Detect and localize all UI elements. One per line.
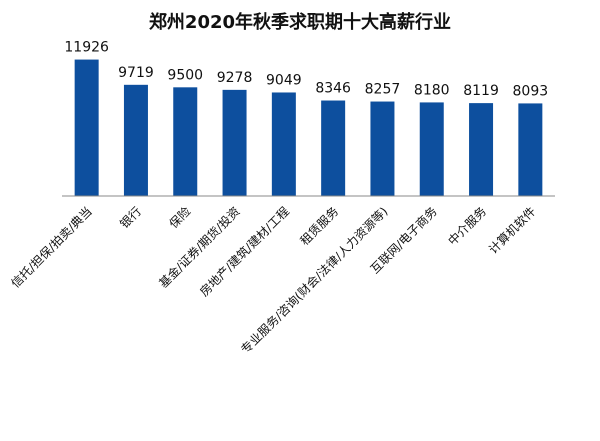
value-label-8: 8119 (463, 83, 499, 99)
bar-2 (173, 87, 198, 196)
value-label-9: 8093 (513, 83, 549, 99)
value-label-3: 9278 (217, 70, 253, 86)
bar-7 (419, 102, 444, 196)
bar-6 (370, 101, 395, 196)
value-label-7: 8180 (414, 82, 450, 98)
category-label-1: 银行 (117, 204, 144, 231)
bar-8 (469, 103, 494, 196)
value-label-6: 8257 (365, 82, 401, 98)
category-label-9: 计算机软件 (485, 204, 538, 257)
bar-9 (518, 103, 543, 196)
bar-3 (222, 89, 247, 196)
category-label-8: 中介服务 (445, 204, 490, 249)
bar-0 (74, 59, 99, 196)
bar-4 (271, 92, 296, 196)
bar-1 (123, 84, 148, 196)
value-label-5: 8346 (315, 81, 351, 97)
value-labels-layer: 11926 9719 9500 9278 9049 8346 8257 8180 8119 809… (64, 40, 548, 100)
value-label-1: 9719 (118, 65, 154, 81)
category-label-2: 保险 (166, 204, 194, 232)
category-label-5: 租赁服务 (297, 204, 342, 249)
value-label-4: 9049 (266, 72, 302, 88)
value-label-2: 9500 (167, 67, 203, 83)
value-label-0: 11926 (64, 40, 109, 56)
category-label-3: 基金/证券/期货/投资 (156, 204, 243, 291)
category-label-0: 信托/担保/拍卖/典当 (8, 204, 95, 291)
bars-layer (74, 59, 543, 196)
chart-title: 郑州2020年秋季求职期十大高薪行业 (148, 12, 452, 33)
bar-5 (321, 100, 346, 196)
category-label-4: 房地产/建筑/建材/工程 (196, 204, 292, 300)
